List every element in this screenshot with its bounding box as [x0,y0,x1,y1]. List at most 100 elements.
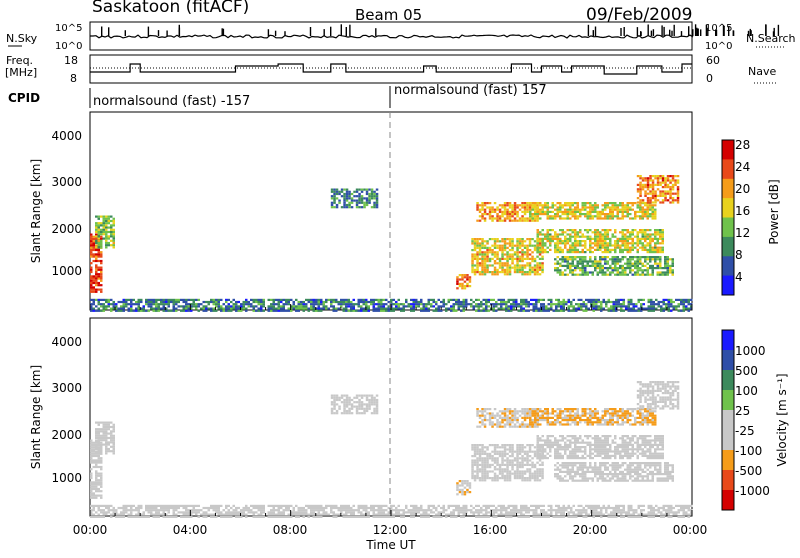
velocity-cell-region-2 [346,403,349,405]
power-cell-region-10 [403,310,406,312]
velocity-cell-region-7 [647,457,650,459]
velocity-cell-region-6 [652,412,655,414]
velocity-cell-region-7 [594,437,597,439]
power-cell-region-6 [609,217,612,219]
beam-label: Beam 05 [355,6,422,24]
velocity-cell-region-8 [629,471,632,473]
velocity-cell-region-8 [559,469,562,471]
velocity-cell-region-8 [617,469,620,471]
velocity-cell-region-0 [95,470,98,472]
velocity-cell-region-5 [499,464,502,466]
velocity-cell-region-8 [612,477,615,479]
power-cell-region-9 [647,199,650,201]
power-cell-region-10 [278,303,281,305]
power-cell-region-5 [506,247,509,249]
power-cell-region-10 [165,301,168,303]
velocity-cell-region-7 [567,439,570,441]
power-cell-region-0 [98,267,101,269]
power-cell-region-7 [602,251,605,253]
velocity-cell-region-7 [579,442,582,444]
velocity-cell-region-7 [537,435,540,437]
power-cell-region-8 [607,274,610,276]
power-cell-region-4 [526,202,529,204]
power-cell-region-8 [594,256,597,258]
power-cell-region-10 [295,308,298,310]
power-cell-region-9 [677,197,680,199]
power-cell-region-10 [360,305,363,307]
power-cell-region-10 [128,310,131,312]
power-cell-region-6 [594,204,597,206]
velocity-cell-region-7 [589,446,592,448]
velocity-cell-region-6 [557,419,560,421]
power-cell-region-7 [647,236,650,238]
power-cell-region-5 [516,249,519,251]
power-cell-region-6 [572,215,575,217]
power-cell-region-10 [380,305,383,307]
power-cell-region-10 [275,308,278,310]
power-cell-region-2 [356,204,359,206]
power-cell-region-0 [93,242,96,244]
power-cell-region-8 [672,271,675,273]
power-cell-region-10 [513,303,516,305]
power-cell-region-7 [662,229,665,231]
velocity-cell-region-4 [536,410,539,412]
power-cell-region-6 [649,209,652,211]
power-cell-region-2 [353,200,356,202]
power-cell-region-7 [539,249,542,251]
power-cell-region-6 [559,204,562,206]
velocity-cell-region-8 [567,462,570,464]
velocity-cell-region-4 [516,426,519,428]
power-cell-region-9 [677,193,680,195]
velocity-cell-region-7 [537,453,540,455]
power-cell-region-10 [538,308,541,310]
power-cell-region-5 [501,249,504,251]
velocity-cell-region-5 [521,466,524,468]
power-cell-region-8 [652,274,655,276]
noise-frame [90,22,692,50]
power-cell-region-5 [539,267,542,269]
velocity-cell-region-7 [659,455,662,457]
power-cell-region-10 [150,303,153,305]
power-cell-region-10 [130,299,133,301]
velocity-cell-region-2 [343,395,346,397]
power-cell-region-1 [105,216,108,218]
power-cell-region-6 [644,211,647,213]
power-cell-region-10 [383,310,386,312]
power-cell-region-7 [547,231,550,233]
power-cell-region-5 [529,242,532,244]
power-cell-region-7 [547,238,550,240]
velocity-cell-region-6 [594,415,597,417]
power-cell-region-7 [652,238,655,240]
power-cell-region-2 [343,195,346,197]
power-cell-region-0 [90,247,93,249]
velocity-cell-region-7 [659,435,662,437]
velocity-cell-region-0 [100,479,103,481]
power-cell-region-3 [461,283,464,285]
power-cell-region-5 [526,256,529,258]
power-cell-region-4 [496,217,499,219]
power-cell-region-5 [481,245,484,247]
power-cell-region-10 [663,299,666,301]
velocity-cell-region-7 [577,437,580,439]
power-cell-region-10 [93,299,96,301]
power-cell-region-10 [575,303,578,305]
power-cell-region-7 [644,244,647,246]
velocity-cell-region-6 [547,419,550,421]
velocity-cell-region-6 [639,421,642,423]
power-cell-region-9 [672,179,675,181]
power-cell-region-6 [564,209,567,211]
velocity-cell-region-6 [652,419,655,421]
power-cell-region-10 [423,310,426,312]
velocity-cell-region-5 [511,453,514,455]
power-cell-region-3 [461,276,464,278]
power-cell-region-6 [614,215,617,217]
power-cell-region-5 [539,269,542,271]
power-cell-region-5 [471,253,474,255]
power-cell-region-1 [95,222,98,224]
velocity-cell-region-8 [624,469,627,471]
velocity-cell-region-2 [348,408,351,410]
velocity-cell-region-0 [93,481,96,483]
power-cell-region-10 [628,301,631,303]
velocity-cell-region-4 [516,421,519,423]
velocity-cell-region-4 [521,417,524,419]
